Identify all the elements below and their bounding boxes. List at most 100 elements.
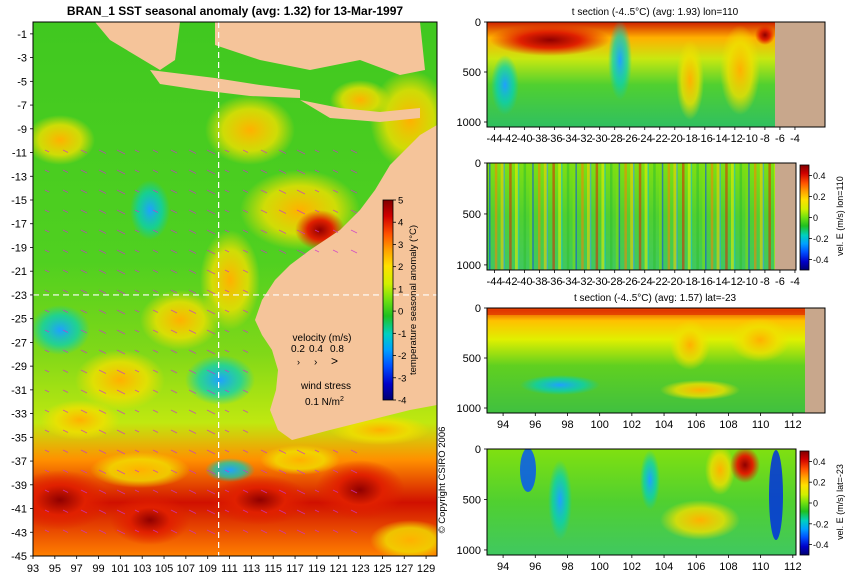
map-y-tick-label: -27	[11, 337, 27, 349]
velocity-arrow	[80, 149, 88, 154]
velocity-arrow	[278, 209, 287, 214]
velocity-arrow	[188, 169, 197, 174]
velocity-arrow	[206, 389, 216, 395]
map-colorbar-tick: -1	[398, 329, 406, 340]
velocity-arrow	[188, 509, 197, 514]
section-x-tick-label: -36	[547, 133, 563, 145]
velocity-arrow	[152, 149, 159, 153]
velocity-arrow	[44, 209, 50, 213]
wind-legend-title: wind stress	[300, 381, 351, 392]
section-x-tick-label: -38	[532, 133, 548, 145]
velocity-arrow	[80, 269, 88, 274]
velocity-arrow	[242, 189, 249, 193]
section-y-tick-label: 1000	[457, 117, 481, 129]
section-x-tick-label: -30	[592, 133, 608, 145]
section-y-tick-label: 0	[475, 303, 481, 315]
velocity-arrow	[44, 269, 50, 273]
vel-lon-colorbar-ramp	[799, 164, 810, 271]
velocity-arrow	[350, 529, 358, 534]
section-x-tick-label: -4	[790, 276, 800, 288]
map-x-tick-label: 117	[286, 563, 304, 575]
section-x-tick-label: 100	[590, 561, 608, 573]
section-x-tick-label: -24	[637, 133, 653, 145]
velocity-arrow	[296, 209, 306, 215]
section-y-tick-label: 500	[463, 67, 481, 79]
velocity-arrow	[152, 249, 159, 253]
velocity-arrow	[80, 249, 88, 254]
velocity-arrow	[98, 149, 107, 154]
velocity-arrow	[170, 249, 178, 254]
section-x-tick-label: -4	[790, 133, 800, 145]
velocity-arrow	[188, 489, 197, 494]
section-x-tick-label: -42	[502, 276, 518, 288]
velocity-arrow	[134, 389, 140, 393]
velocity-arrow	[62, 349, 69, 353]
velocity-arrow	[98, 409, 107, 414]
velocity-arrow	[62, 209, 69, 213]
velocity-arrow	[278, 469, 287, 474]
velocity-arrow	[170, 429, 178, 434]
velocity-arrow	[116, 309, 126, 315]
map-x-tick-label: 125	[373, 563, 391, 575]
velocity-arrow	[44, 409, 50, 413]
map-title: BRAN_1 SST seasonal anomaly (avg: 1.32) …	[67, 4, 403, 18]
velocity-arrow	[206, 289, 216, 295]
velocity-arrow	[350, 469, 358, 474]
velocity-arrow	[170, 289, 178, 294]
velocity-arrow	[152, 429, 159, 433]
velocity-arrow	[98, 469, 107, 474]
map-y-tick-label: -35	[11, 432, 27, 444]
velocity-arrow	[260, 209, 268, 214]
velocity-arrow	[224, 169, 230, 173]
velocity-arrow	[98, 209, 107, 214]
velocity-arrow	[116, 469, 126, 475]
velocity-arrow	[134, 429, 140, 433]
velocity-arrow	[206, 369, 216, 375]
map-y-tick-label: -19	[11, 242, 27, 254]
velocity-arrow	[314, 469, 320, 473]
velocity-arrow	[224, 349, 230, 353]
velocity-arrow	[116, 449, 126, 455]
section-x-tick-label: -22	[652, 276, 668, 288]
vel-lat-colorbar-label: vel. E (m/s) lat=-23	[835, 464, 845, 540]
section-x-tick-label: -18	[682, 276, 698, 288]
velocity-arrow	[350, 449, 358, 454]
velocity-arrow	[206, 229, 216, 235]
velocity-arrow	[260, 469, 268, 474]
velocity-arrow	[350, 229, 358, 234]
map-x-tick-label: 115	[264, 563, 282, 575]
map-x-tick-label: 107	[177, 563, 195, 575]
velocity-arrow	[278, 489, 287, 494]
velocity-arrow	[98, 309, 107, 314]
map-x-tick-label: 93	[27, 563, 39, 575]
velocity-arrow	[350, 249, 358, 254]
velocity-arrow	[206, 169, 216, 175]
velocity-arrow	[260, 509, 268, 514]
velocity-arrow	[152, 209, 159, 213]
map-colorbar-tick: 2	[398, 262, 403, 273]
velocity-arrow	[170, 229, 178, 234]
section-x-tick-label: 100	[590, 419, 608, 431]
velocity-arrow	[62, 329, 69, 333]
section-x-tick-label: 98	[561, 419, 573, 431]
velocity-arrow	[188, 309, 197, 314]
velocity-arrow	[224, 289, 230, 293]
section-x-tick-label: 108	[719, 419, 737, 431]
velocity-arrow	[206, 269, 216, 275]
velocity-arrow	[44, 189, 50, 193]
velocity-arrow	[44, 309, 50, 313]
velocity-arrow	[224, 329, 230, 333]
vel-colorbar-tick: -0.4	[813, 540, 829, 550]
velocity-arrow	[170, 209, 178, 214]
velocity-arrow	[170, 309, 178, 314]
velocity-arrow	[152, 529, 159, 533]
velocity-arrow	[134, 409, 140, 413]
section-x-tick-label: -44	[487, 133, 503, 145]
map-x-tick-label: 103	[133, 563, 151, 575]
velocity-arrow	[314, 489, 320, 493]
velocity-arrow	[152, 489, 159, 493]
map-colorbar-tick: -3	[398, 373, 406, 384]
section-x-tick-label: -22	[652, 133, 668, 145]
map-y-tick-label: -11	[12, 148, 27, 160]
velocity-arrow	[44, 509, 50, 513]
